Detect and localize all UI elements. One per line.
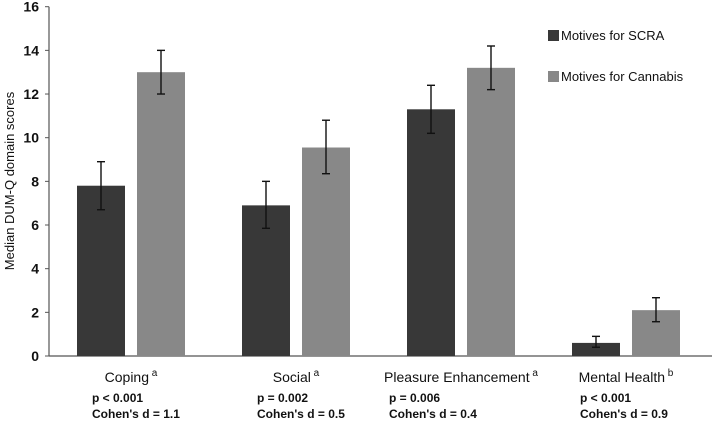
legend-label: Motives for SCRA <box>561 28 665 43</box>
y-tick-label: 4 <box>31 261 39 277</box>
p-value: p < 0.001 <box>580 391 631 405</box>
effect-size: Cohen's d = 0.5 <box>257 407 345 421</box>
legend-swatch <box>548 30 559 41</box>
y-tick-label: 14 <box>23 42 39 58</box>
y-tick-label: 0 <box>31 348 39 364</box>
p-value: p = 0.002 <box>257 391 308 405</box>
bar-cannabis <box>467 67 515 356</box>
y-tick-label: 10 <box>23 130 39 146</box>
category-label: Coping a <box>105 368 158 385</box>
category-label: Pleasure Enhancement a <box>384 368 538 385</box>
effect-size: Cohen's d = 1.1 <box>92 407 180 421</box>
legend-swatch <box>548 71 559 82</box>
p-value: p = 0.006 <box>389 391 440 405</box>
bar-scra <box>572 342 620 356</box>
category-label: Social a <box>273 368 320 385</box>
bar-cannabis <box>137 72 185 356</box>
p-value: p < 0.001 <box>92 391 143 405</box>
bar-scra <box>242 205 290 356</box>
category-label: Mental Health b <box>579 368 674 385</box>
effect-size: Cohen's d = 0.4 <box>389 407 477 421</box>
y-tick-label: 16 <box>23 0 39 15</box>
y-tick-label: 8 <box>31 173 39 189</box>
y-tick-label: 12 <box>23 86 39 102</box>
legend-label: Motives for Cannabis <box>561 69 684 84</box>
effect-size: Cohen's d = 0.9 <box>580 407 668 421</box>
bar-scra <box>77 185 125 356</box>
y-axis-label: Median DUM-Q domain scores <box>2 91 17 270</box>
y-tick-label: 2 <box>31 304 39 320</box>
bar-cannabis <box>302 147 350 356</box>
y-tick-label: 6 <box>31 217 39 233</box>
bar-scra <box>407 109 455 356</box>
